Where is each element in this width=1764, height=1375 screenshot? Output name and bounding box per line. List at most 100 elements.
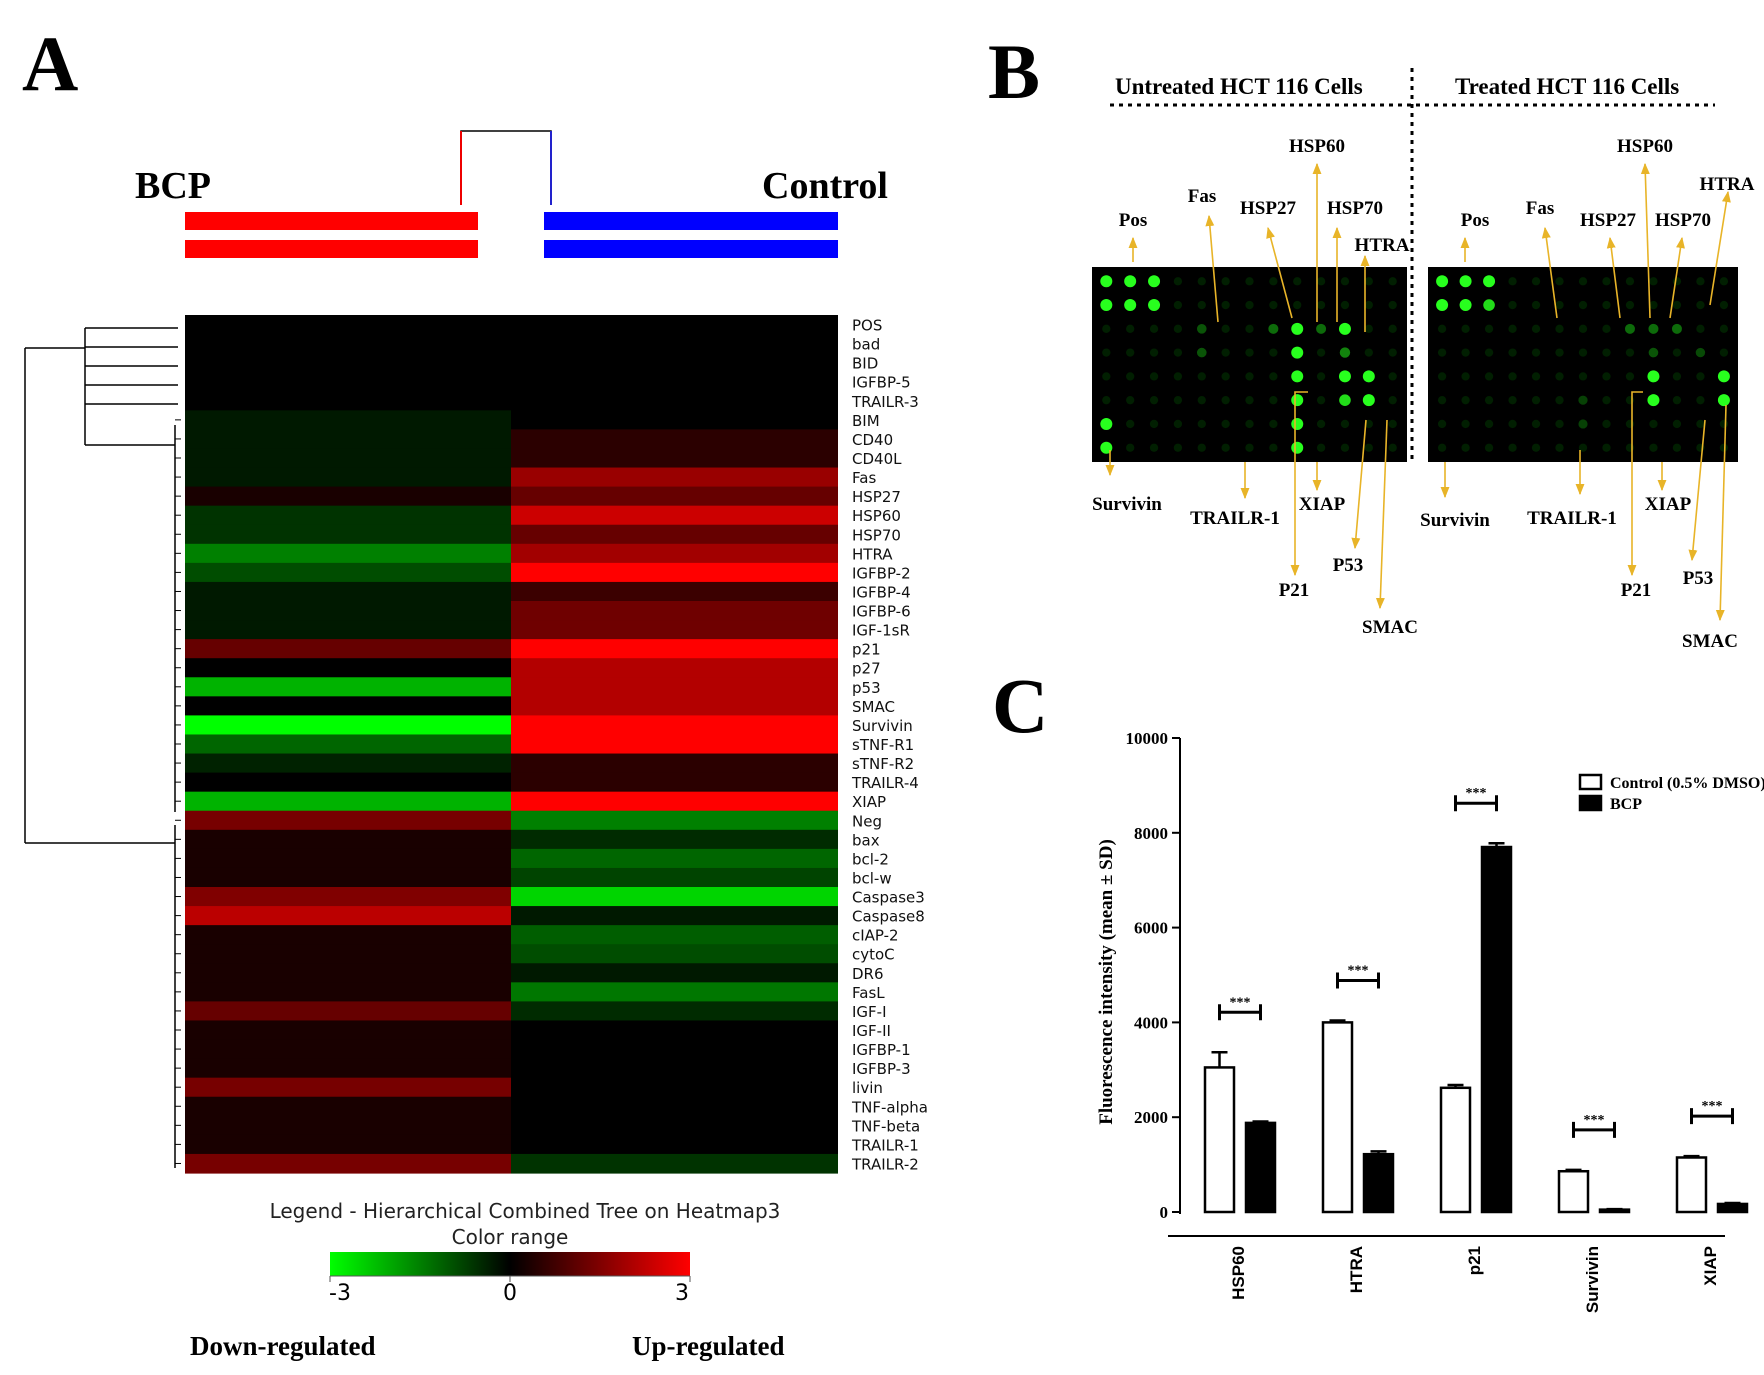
array-dot: [1531, 443, 1541, 452]
group-label-control: Control: [762, 165, 888, 207]
array-dot: [1437, 324, 1447, 333]
error-bar: [1724, 1201, 1741, 1205]
array-dot: [1578, 348, 1588, 357]
array-dot: [1484, 324, 1494, 333]
array-dot: [1173, 443, 1183, 452]
array-dot: [1102, 348, 1111, 357]
heat-cell-control: [511, 867, 838, 888]
gene-label: HSP60: [852, 507, 901, 525]
heat-cell-control: [511, 677, 838, 697]
array-dot: [1578, 372, 1588, 381]
untreated-label-fas: Fas: [1188, 186, 1217, 207]
gene-label: bad: [852, 336, 880, 354]
array-dot: [1316, 277, 1326, 286]
array-dot: [1555, 277, 1564, 286]
y-tick-label: 6000: [1134, 919, 1168, 938]
array-dot: [1648, 347, 1659, 358]
treated-label-fas: Fas: [1526, 198, 1555, 219]
array-dot: [1221, 419, 1230, 429]
gene-label: HSP27: [852, 488, 901, 506]
bcp-group-bar-1: [185, 212, 478, 230]
heat-cell-bcp: [185, 1096, 511, 1117]
gene-label: Survivin: [852, 717, 913, 735]
x-category-label: HTRA: [1347, 1246, 1366, 1293]
array-dot: [1269, 419, 1278, 429]
gene-label: bcl-2: [852, 850, 889, 868]
untreated-label-trailr1: TRAILR-1: [1190, 508, 1280, 529]
heat-cell-bcp: [185, 1020, 511, 1041]
array-dot: [1625, 419, 1635, 429]
array-dot: [1649, 300, 1658, 310]
array-dot: [1364, 277, 1373, 286]
array-dot: [1173, 277, 1183, 286]
untreated-label-xiap: XIAP: [1299, 494, 1346, 515]
gene-label: Neg: [852, 812, 882, 830]
array-dot: [1316, 323, 1327, 334]
untreated-array-membrane: [1092, 267, 1407, 462]
array-dot: [1717, 394, 1730, 407]
array-dot: [1555, 396, 1564, 405]
array-dot: [1484, 419, 1494, 429]
array-dot: [1221, 372, 1230, 381]
gene-label: FasL: [852, 984, 885, 1002]
array-dot: [1696, 277, 1705, 286]
heat-cell-bcp: [185, 753, 511, 774]
array-dot: [1102, 396, 1111, 405]
error-bar: [1370, 1150, 1387, 1155]
heat-cell-bcp: [185, 925, 511, 945]
treated-label-hsp27: HSP27: [1580, 210, 1636, 231]
heat-cell-bcp: [185, 1077, 511, 1098]
heat-cell-control: [511, 696, 838, 716]
heat-cell-control: [511, 486, 838, 507]
significance-stars: ***: [1348, 964, 1369, 979]
array-dot: [1102, 324, 1111, 333]
gene-label: IGFBP-3: [852, 1060, 911, 1078]
heat-cell-bcp: [185, 982, 511, 1002]
array-dot: [1602, 396, 1611, 405]
array-dot: [1364, 419, 1373, 429]
array-dot: [1149, 324, 1159, 333]
array-dot: [1245, 396, 1254, 405]
array-dot: [1221, 277, 1230, 286]
treated-label-htra: HTRA: [1700, 174, 1755, 195]
array-dot: [1625, 372, 1635, 381]
array-dot: [1221, 443, 1230, 452]
panel-c-letter: C: [992, 662, 1048, 749]
untreated-arrows: [1105, 162, 1388, 610]
array-dot: [1649, 443, 1658, 452]
heat-cell-bcp: [185, 772, 511, 793]
color-scale-bar: [330, 1252, 690, 1276]
array-dot: [1126, 348, 1135, 357]
scale-mid-label: 0: [503, 1281, 517, 1306]
array-dot: [1197, 443, 1206, 452]
treated-label-p53: P53: [1683, 568, 1714, 589]
array-dot: [1484, 372, 1494, 381]
array-dot: [1696, 419, 1705, 429]
array-dot: [1578, 300, 1588, 310]
heat-cell-control: [511, 753, 838, 774]
row-dendrogram-leaves: [175, 419, 181, 1164]
array-dot: [1245, 348, 1254, 357]
heat-cell-bcp: [185, 562, 511, 583]
heat-cell-control: [511, 372, 838, 392]
array-dot: [1388, 419, 1397, 429]
array-dot: [1672, 372, 1682, 381]
panel-a: A BCP Control POSbadBIDIGFBP-5TRAILR-3BI…: [22, 20, 928, 1361]
heat-cell-bcp: [185, 505, 511, 526]
heat-cell-bcp: [185, 829, 511, 850]
array-dot: [1293, 300, 1302, 310]
gene-label: IGFBP-6: [852, 603, 911, 621]
heatmap: [185, 315, 838, 1174]
gene-label: TRAILR-4: [851, 774, 919, 792]
array-dot: [1649, 277, 1658, 286]
untreated-label-p53: P53: [1333, 555, 1364, 576]
heat-cell-control: [511, 925, 838, 945]
array-dot: [1269, 396, 1278, 405]
array-dot: [1291, 370, 1304, 383]
gene-label: TNF-alpha: [851, 1098, 928, 1116]
y-tick-label: 4000: [1134, 1013, 1168, 1032]
array-dot: [1461, 396, 1470, 405]
array-dot: [1388, 324, 1397, 333]
array-dot: [1269, 277, 1278, 286]
